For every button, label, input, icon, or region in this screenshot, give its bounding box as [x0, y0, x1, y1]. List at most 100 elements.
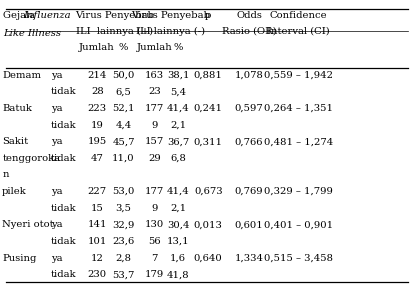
Text: 53,0: 53,0: [112, 187, 134, 196]
Text: 1,334: 1,334: [234, 253, 263, 262]
Text: tidak: tidak: [51, 154, 76, 163]
Text: 1,6: 1,6: [170, 253, 186, 262]
Text: 23: 23: [148, 87, 161, 96]
Text: 41,8: 41,8: [166, 270, 189, 279]
Text: 0,241: 0,241: [193, 104, 222, 113]
Text: 0,766: 0,766: [234, 137, 263, 146]
Text: tidak: tidak: [51, 270, 76, 279]
Text: 157: 157: [145, 137, 164, 146]
Text: 0,311: 0,311: [193, 137, 222, 146]
Text: Gejala: Gejala: [3, 11, 39, 20]
Text: 30,4: 30,4: [166, 220, 189, 229]
Text: 214: 214: [87, 71, 107, 80]
Text: 2,1: 2,1: [170, 204, 186, 213]
Text: 9: 9: [151, 204, 158, 213]
Text: 223: 223: [88, 104, 107, 113]
Text: 0,881: 0,881: [193, 71, 222, 80]
Text: %: %: [173, 43, 183, 52]
Text: 9: 9: [151, 120, 158, 129]
Text: 101: 101: [87, 237, 107, 246]
Text: 0,601: 0,601: [234, 220, 263, 229]
Text: 0,515 – 3,458: 0,515 – 3,458: [263, 253, 332, 262]
Text: 0,481 – 1,274: 0,481 – 1,274: [263, 137, 332, 146]
Text: 36,7: 36,7: [167, 137, 189, 146]
Text: Pusing: Pusing: [2, 253, 36, 262]
Text: p: p: [204, 11, 211, 20]
Text: ya: ya: [51, 220, 62, 229]
Text: Odds: Odds: [235, 11, 261, 20]
Text: pilek: pilek: [2, 187, 27, 196]
Text: 19: 19: [90, 120, 103, 129]
Text: 15: 15: [90, 204, 103, 213]
Text: 0,329 – 1,799: 0,329 – 1,799: [263, 187, 332, 196]
Text: 41,4: 41,4: [166, 187, 189, 196]
Text: 179: 179: [145, 270, 164, 279]
Text: ILI lainnya (-): ILI lainnya (-): [136, 27, 205, 36]
Text: ya: ya: [51, 104, 62, 113]
Text: 28: 28: [90, 87, 103, 96]
Text: 0,401 – 0,901: 0,401 – 0,901: [263, 220, 332, 229]
Text: 23,6: 23,6: [112, 237, 134, 246]
Text: 53,7: 53,7: [112, 270, 134, 279]
Text: 5,4: 5,4: [170, 87, 186, 96]
Text: tidak: tidak: [51, 120, 76, 129]
Text: 195: 195: [88, 137, 107, 146]
Text: 12: 12: [90, 253, 103, 262]
Text: Demam: Demam: [2, 71, 41, 80]
Text: 230: 230: [88, 270, 107, 279]
Text: 0,559 – 1,942: 0,559 – 1,942: [263, 71, 332, 80]
Text: 4,4: 4,4: [115, 120, 131, 129]
Text: 13,1: 13,1: [166, 237, 189, 246]
Text: 41,4: 41,4: [166, 104, 189, 113]
Text: 7: 7: [151, 253, 158, 262]
Text: n: n: [2, 171, 9, 180]
Text: 2,8: 2,8: [115, 253, 131, 262]
Text: 177: 177: [145, 187, 164, 196]
Text: Influenza: Influenza: [23, 11, 71, 20]
Text: ya: ya: [51, 71, 62, 80]
Text: 177: 177: [145, 104, 164, 113]
Text: 1,078: 1,078: [234, 71, 263, 80]
Text: 47: 47: [90, 154, 103, 163]
Text: ILI  lainnya (+): ILI lainnya (+): [76, 27, 153, 36]
Text: 6,5: 6,5: [115, 87, 131, 96]
Text: 50,0: 50,0: [112, 71, 134, 80]
Text: Like Illness: Like Illness: [3, 29, 61, 38]
Text: ya: ya: [51, 187, 62, 196]
Text: ya: ya: [51, 253, 62, 262]
Text: 141: 141: [87, 220, 107, 229]
Text: Sakit: Sakit: [2, 137, 28, 146]
Text: 29: 29: [148, 154, 161, 163]
Text: 2,1: 2,1: [170, 120, 186, 129]
Text: 0,597: 0,597: [234, 104, 263, 113]
Text: 163: 163: [145, 71, 164, 80]
Text: 52,1: 52,1: [112, 104, 135, 113]
Text: 38,1: 38,1: [166, 71, 189, 80]
Text: 0,769: 0,769: [234, 187, 263, 196]
Text: 56: 56: [148, 237, 161, 246]
Text: Jumlah: Jumlah: [137, 43, 172, 52]
Text: ya: ya: [51, 137, 62, 146]
Text: tenggoroka: tenggoroka: [2, 154, 60, 163]
Text: 3,5: 3,5: [115, 204, 131, 213]
Text: Confidence: Confidence: [269, 11, 327, 20]
Text: 45,7: 45,7: [112, 137, 135, 146]
Text: %: %: [119, 43, 128, 52]
Text: 0,264 – 1,351: 0,264 – 1,351: [263, 104, 332, 113]
Text: 130: 130: [145, 220, 164, 229]
Text: tidak: tidak: [51, 87, 76, 96]
Text: 227: 227: [88, 187, 107, 196]
Text: 0,673: 0,673: [193, 187, 222, 196]
Text: tidak: tidak: [51, 237, 76, 246]
Text: 6,8: 6,8: [170, 154, 186, 163]
Text: tidak: tidak: [51, 204, 76, 213]
Text: Nyeri otot: Nyeri otot: [2, 220, 54, 229]
Text: Interval (CI): Interval (CI): [267, 27, 329, 36]
Text: 32,9: 32,9: [112, 220, 134, 229]
Text: 11,0: 11,0: [112, 154, 135, 163]
Text: Jumlah: Jumlah: [79, 43, 115, 52]
Text: 0,640: 0,640: [193, 253, 222, 262]
Text: 0,013: 0,013: [193, 220, 222, 229]
Text: Batuk: Batuk: [2, 104, 32, 113]
Text: Rasio (OR): Rasio (OR): [221, 27, 275, 36]
